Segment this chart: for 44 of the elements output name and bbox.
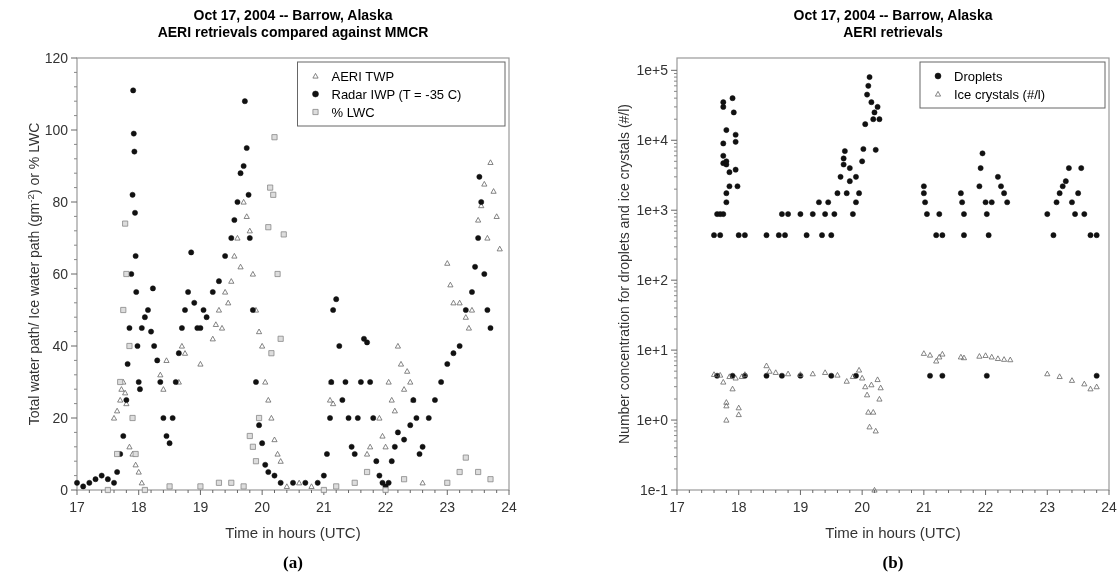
x-tick-label: 18 [130,499,147,515]
y-tick-label: 120 [44,50,69,66]
y-tick-label: 40 [52,338,69,354]
chart-title: Oct 17, 2004 -- Barrow, Alaska [793,7,993,23]
legend-label: Radar IWP (T = -35 C) [331,87,462,102]
y-tick-label: 1e+1 [636,342,669,359]
x-axis-title: Time in hours (UTC) [225,524,361,541]
y-axis-title: Number concentration for droplets and ice crystals (#/l) [616,103,632,445]
y-tick-label: 1e+5 [636,62,669,79]
legend-label: Droplets [954,69,1003,84]
legend-label: AERI TWP [331,69,395,84]
chart-subtitle: AERI retrievals [843,24,944,40]
text: (b) [882,553,904,572]
x-tick-label: 19 [792,499,809,515]
x-tick-label: 20 [254,499,271,515]
x-tick-label: 22 [977,499,994,515]
x-tick-label: 18 [730,499,747,515]
text: (a) [283,553,303,572]
y-tick-label: 20 [52,410,69,426]
x-tick-label: 23 [439,499,456,515]
x-tick-label: 21 [316,499,332,515]
y-tick-label: 1e+2 [636,272,669,289]
y-tick-label: 100 [44,122,69,138]
y-tick-label: 1e+3 [636,202,669,219]
chart-title: Oct 17, 2004 -- Barrow, Alaska [193,7,393,23]
chart-subtitle: AERI retrievals compared against MMCR [157,24,429,40]
x-tick-label: 22 [377,499,394,515]
x-tick-label: 21 [916,499,932,515]
y-tick-label: 0 [60,482,69,498]
y-tick-label: 60 [52,266,69,282]
y-tick-label: 1e+0 [636,412,669,429]
legend-label: Ice crystals (#/l) [954,87,1046,102]
x-tick-label: 24 [1101,499,1117,515]
legend-label: % LWC [331,105,375,120]
x-tick-label: 19 [192,499,209,515]
x-axis-title: Time in hours (UTC) [825,524,961,541]
y-tick-label: 80 [52,194,69,210]
x-tick-label: 24 [501,499,517,515]
x-tick-label: 17 [669,499,685,515]
y-tick-label: 1e-1 [639,482,669,498]
x-tick-label: 20 [854,499,871,515]
x-tick-label: 23 [1039,499,1056,515]
x-tick-label: 17 [69,499,85,515]
y-tick-label: 1e+4 [636,132,669,149]
